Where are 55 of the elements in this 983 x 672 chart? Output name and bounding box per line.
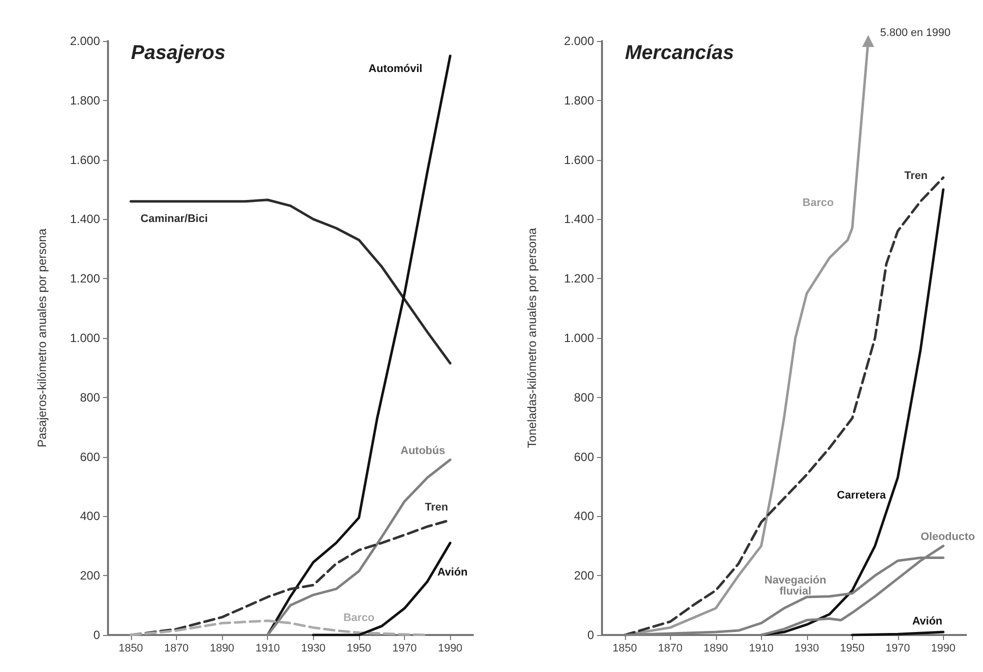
y-axis-title: Pasajeros-kilómetro anuales por persona bbox=[35, 228, 49, 448]
y-tick-label: 1.600 bbox=[70, 152, 100, 167]
series-label: Autobús bbox=[400, 444, 446, 457]
y-tick-label: 1.200 bbox=[564, 272, 594, 286]
x-tick-label: 1850 bbox=[612, 642, 637, 654]
x-tick-label: 1990 bbox=[931, 642, 956, 654]
series-label: Avión bbox=[912, 616, 943, 628]
y-tick-label: 400 bbox=[80, 509, 100, 524]
x-tick-label: 1970 bbox=[886, 642, 910, 654]
y-tick-label: 1.200 bbox=[70, 272, 100, 286]
series-label: Barco bbox=[802, 196, 834, 209]
series-label: Caminar/Bici bbox=[140, 213, 208, 226]
x-tick-label: 1950 bbox=[346, 642, 372, 654]
y-tick-label: 600 bbox=[574, 450, 594, 464]
x-tick-label: 1970 bbox=[392, 642, 417, 654]
y-tick-label: 600 bbox=[80, 450, 100, 464]
x-tick-label: 1910 bbox=[255, 642, 280, 654]
y-tick-label: 1.000 bbox=[564, 331, 594, 345]
x-tick-label: 1890 bbox=[704, 642, 728, 654]
y-tick-label: 1.600 bbox=[564, 152, 594, 167]
series-label: Avión bbox=[437, 566, 468, 579]
y-tick-label: 1.400 bbox=[564, 212, 594, 226]
x-tick-label: 1930 bbox=[301, 642, 326, 654]
y-tick-label: 1.800 bbox=[564, 93, 594, 108]
chart-title: Mercancías bbox=[625, 42, 734, 64]
y-tick-label: 800 bbox=[574, 390, 594, 404]
x-tick-label: 1870 bbox=[658, 642, 682, 654]
y-tick-label: 200 bbox=[574, 568, 594, 583]
y-tick-label: 0 bbox=[93, 628, 100, 642]
y-tick-label: 200 bbox=[80, 568, 100, 583]
y-tick-label: 400 bbox=[574, 509, 594, 524]
x-tick-label: 1850 bbox=[118, 642, 144, 654]
text: Automóvil bbox=[368, 63, 422, 76]
x-tick-label: 1950 bbox=[840, 642, 864, 654]
y-axis-title: Toneladas-kilómetro anuales por persona bbox=[525, 228, 539, 448]
series-label: Navegación fluvial bbox=[764, 574, 827, 598]
chart-title: Pasajeros bbox=[131, 42, 226, 64]
x-tick-label: 1910 bbox=[749, 642, 774, 654]
series-label: Oleoducto bbox=[920, 530, 976, 543]
text: 5.800 en 1990 bbox=[880, 27, 951, 39]
x-tick-label: 1930 bbox=[794, 642, 819, 654]
x-tick-label: 1990 bbox=[438, 642, 462, 654]
y-tick-label: 0 bbox=[587, 628, 594, 642]
y-tick-label: 1.800 bbox=[70, 93, 100, 108]
series-label: Tren bbox=[904, 170, 928, 182]
series-label: Carretera bbox=[836, 489, 887, 502]
y-tick-label: 1.000 bbox=[70, 331, 100, 345]
series-label: Tren bbox=[424, 501, 448, 514]
series-label: Barco bbox=[343, 612, 375, 624]
y-tick-label: 800 bbox=[80, 390, 100, 404]
y-tick-label: 2.000 bbox=[564, 34, 594, 48]
y-tick-label: 2.000 bbox=[70, 34, 100, 48]
y-tick-label: 1.400 bbox=[70, 212, 100, 226]
x-tick-label: 1890 bbox=[210, 642, 234, 654]
x-tick-label: 1870 bbox=[164, 642, 189, 654]
